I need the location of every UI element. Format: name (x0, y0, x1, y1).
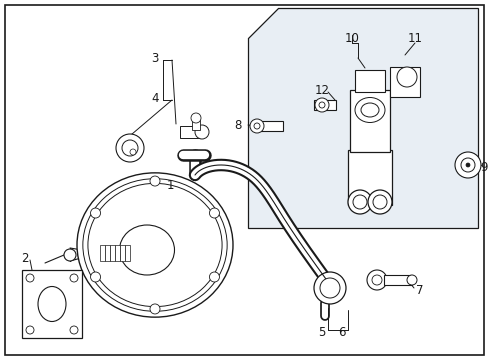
Text: 10: 10 (344, 32, 359, 45)
Bar (120, 245, 125, 261)
Ellipse shape (77, 173, 232, 317)
Bar (105, 245, 110, 261)
Bar (354, 70, 384, 92)
Text: 7: 7 (415, 284, 423, 297)
Circle shape (150, 304, 160, 314)
Bar (100, 245, 105, 261)
Ellipse shape (360, 103, 378, 117)
Circle shape (90, 208, 101, 218)
Circle shape (249, 119, 264, 133)
Ellipse shape (354, 98, 384, 122)
Ellipse shape (38, 287, 66, 321)
Circle shape (313, 272, 346, 304)
Circle shape (26, 274, 34, 282)
Circle shape (352, 195, 366, 209)
Bar (389, 67, 419, 97)
Circle shape (465, 163, 469, 167)
Ellipse shape (119, 225, 174, 275)
Circle shape (150, 176, 160, 186)
Text: 12: 12 (314, 84, 329, 96)
Bar (383, 275, 411, 285)
Circle shape (116, 134, 143, 162)
Circle shape (90, 272, 101, 282)
Bar (22, 270, 82, 338)
Bar (313, 100, 335, 110)
Circle shape (26, 326, 34, 334)
Circle shape (367, 190, 391, 214)
Text: 2: 2 (21, 252, 29, 265)
Circle shape (314, 98, 328, 112)
Text: 1: 1 (166, 179, 173, 192)
Circle shape (64, 249, 76, 261)
Text: 11: 11 (407, 32, 422, 45)
Polygon shape (247, 8, 477, 228)
Bar (347, 150, 391, 205)
Bar (349, 90, 389, 152)
Circle shape (122, 140, 138, 156)
Circle shape (130, 149, 136, 155)
Circle shape (70, 274, 78, 282)
Text: 6: 6 (338, 327, 345, 339)
Bar (115, 245, 120, 261)
Text: 4: 4 (151, 91, 159, 104)
Text: 8: 8 (234, 118, 241, 131)
Circle shape (460, 158, 474, 172)
Bar (110, 245, 115, 261)
Circle shape (454, 152, 480, 178)
Circle shape (191, 113, 201, 123)
Circle shape (70, 326, 78, 334)
Circle shape (195, 125, 208, 139)
Circle shape (372, 195, 386, 209)
Text: 9: 9 (479, 161, 487, 174)
Circle shape (371, 275, 381, 285)
Circle shape (318, 102, 325, 108)
Circle shape (253, 123, 260, 129)
Text: 5: 5 (318, 327, 325, 339)
Circle shape (366, 270, 386, 290)
Bar (180, 126, 202, 138)
Text: 3: 3 (151, 51, 159, 64)
Circle shape (209, 208, 219, 218)
Circle shape (209, 272, 219, 282)
Circle shape (347, 190, 371, 214)
Circle shape (396, 67, 416, 87)
Circle shape (319, 278, 339, 298)
Bar (192, 120, 200, 130)
Bar (125, 245, 130, 261)
Bar (254, 121, 283, 131)
Circle shape (406, 275, 416, 285)
